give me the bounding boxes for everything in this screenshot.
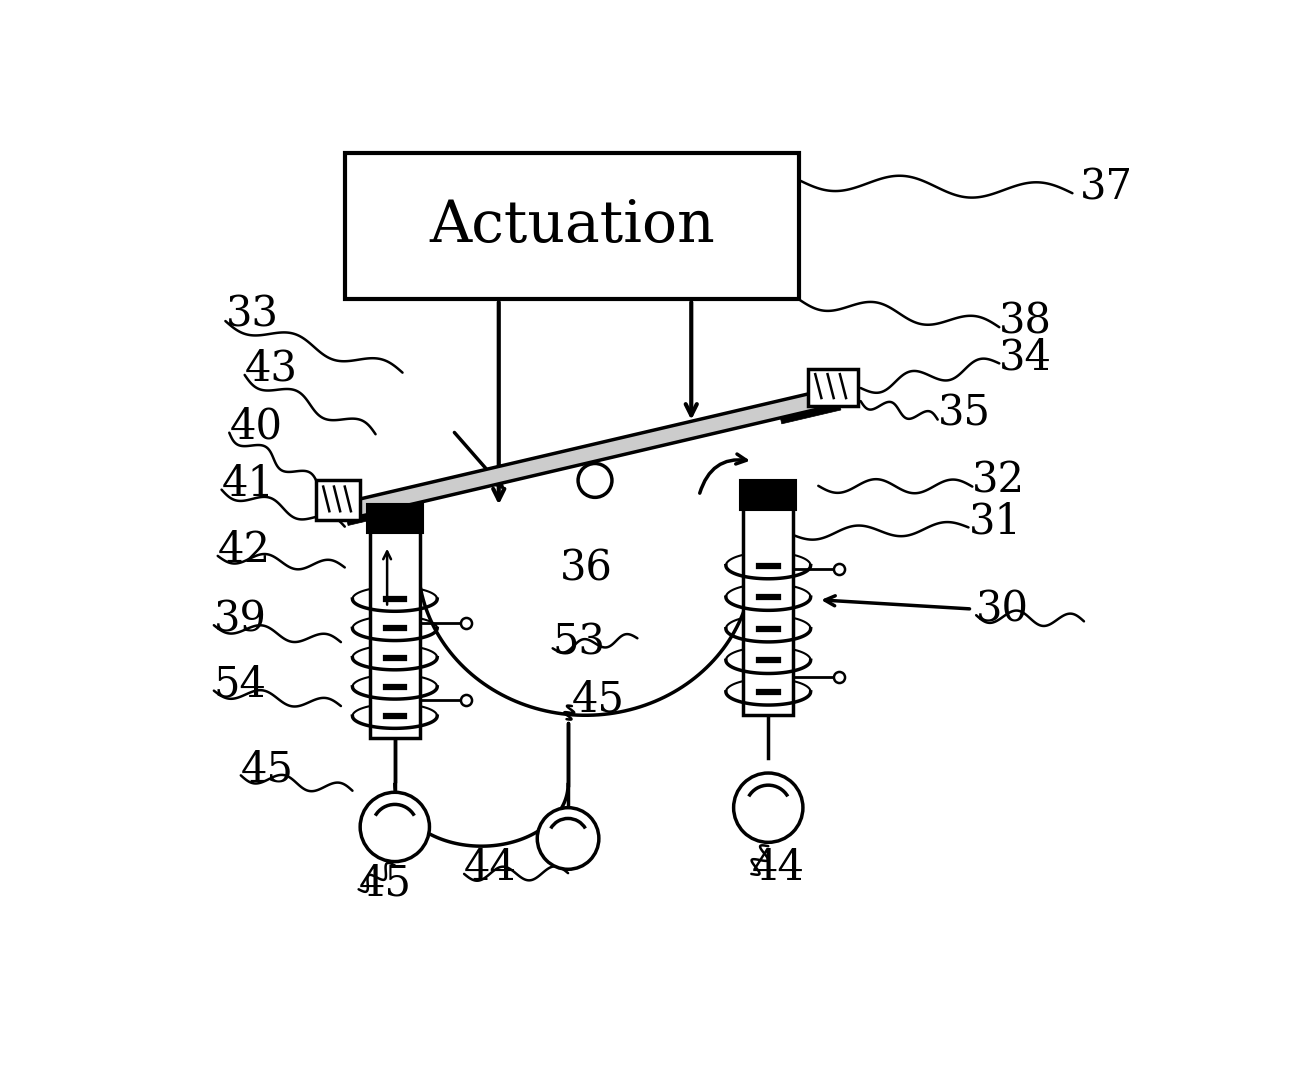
Polygon shape	[780, 404, 840, 424]
Text: 37: 37	[1080, 167, 1134, 209]
Text: 30: 30	[976, 588, 1030, 630]
Text: 54: 54	[214, 663, 267, 706]
Text: 34: 34	[999, 336, 1052, 378]
Text: 36: 36	[560, 549, 613, 590]
Text: 32: 32	[972, 460, 1026, 502]
Text: 33: 33	[225, 294, 279, 336]
Text: 45: 45	[359, 862, 412, 904]
Circle shape	[360, 792, 430, 862]
Text: 41: 41	[221, 463, 275, 505]
Bar	[316, 480, 360, 520]
Text: 40: 40	[229, 405, 283, 448]
Text: 31: 31	[968, 500, 1022, 542]
Text: 44: 44	[464, 847, 517, 889]
Text: 42: 42	[218, 529, 271, 571]
Text: Actuation: Actuation	[429, 198, 715, 255]
Bar	[740, 480, 797, 509]
Text: 53: 53	[552, 621, 606, 663]
Circle shape	[734, 773, 803, 842]
Bar	[370, 530, 419, 738]
Bar	[345, 153, 800, 299]
Text: 39: 39	[214, 598, 267, 640]
Text: 44: 44	[751, 847, 805, 889]
Circle shape	[579, 464, 611, 498]
Bar	[809, 369, 859, 405]
Bar	[367, 504, 423, 533]
Polygon shape	[347, 505, 408, 526]
Circle shape	[538, 808, 598, 869]
Bar	[743, 507, 793, 715]
Text: 35: 35	[938, 392, 990, 435]
Polygon shape	[343, 387, 839, 519]
Text: 38: 38	[999, 300, 1052, 343]
Text: 45: 45	[241, 748, 293, 790]
Text: 45: 45	[572, 679, 625, 721]
Text: 43: 43	[245, 348, 297, 390]
